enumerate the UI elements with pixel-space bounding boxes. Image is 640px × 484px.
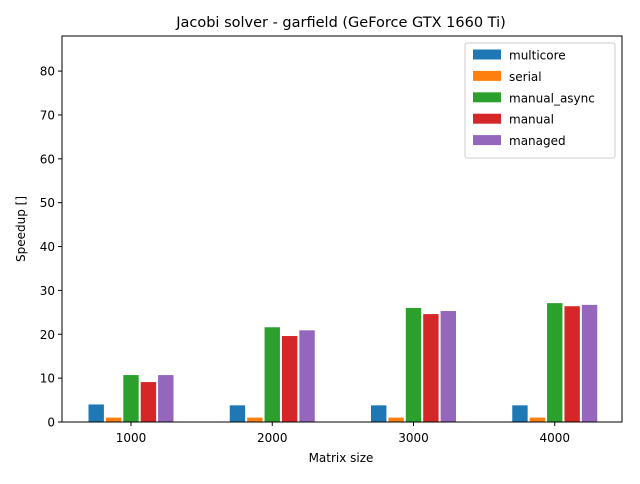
y-tick-label: 10: [40, 372, 55, 386]
x-tick-label: 3000: [398, 431, 429, 445]
bar-managed-4000: [581, 304, 598, 422]
legend-label-managed: managed: [509, 134, 566, 148]
y-axis-label: Speedup []: [14, 196, 28, 262]
legend-swatch-manual: [473, 113, 501, 124]
bar-multicore-3000: [371, 405, 387, 422]
bar-manual_async-3000: [405, 307, 422, 422]
bar-managed-3000: [440, 311, 456, 422]
x-axis: 1000 2000 3000 4000: [116, 422, 570, 445]
legend-swatch-manual_async: [473, 92, 501, 103]
legend-label-manual: manual: [509, 113, 554, 127]
x-tick-label: 2000: [257, 431, 288, 445]
chart-title: Jacobi solver - garfield (GeForce GTX 16…: [175, 15, 506, 31]
bar-multicore-1000: [88, 404, 104, 422]
y-tick-label: 0: [47, 416, 55, 430]
legend-box: [464, 42, 616, 159]
bar-multicore-2000: [229, 405, 246, 422]
legend-label-multicore: multicore: [509, 49, 566, 63]
x-tick-label: 1000: [116, 431, 147, 445]
bar-serial-4000: [529, 417, 546, 422]
y-tick-label: 20: [40, 328, 55, 342]
y-tick-label: 30: [40, 284, 55, 298]
x-tick-label: 4000: [539, 431, 570, 445]
legend-swatch-managed: [473, 135, 501, 146]
bar-manual_async-1000: [123, 375, 139, 422]
bar-managed-2000: [299, 330, 315, 422]
bar-manual-4000: [564, 306, 580, 422]
bar-serial-2000: [247, 417, 263, 422]
y-tick-label: 40: [40, 240, 55, 254]
y-tick-label: 80: [40, 65, 55, 79]
bar-manual-2000: [281, 336, 298, 422]
bar-manual-1000: [140, 382, 157, 422]
bar-managed-1000: [158, 375, 174, 422]
legend-swatch-multicore: [473, 49, 501, 60]
y-tick-label: 70: [40, 108, 55, 122]
plot-area: [61, 35, 623, 423]
bar-manual-3000: [423, 314, 439, 422]
legend-label-manual_async: manual_async: [509, 91, 595, 105]
bar-manual_async-2000: [264, 327, 280, 422]
bar-serial-3000: [388, 417, 404, 422]
legend-swatch-serial: [473, 70, 501, 81]
y-tick-label: 60: [40, 152, 55, 166]
bar-manual_async-4000: [547, 303, 563, 422]
y-axis: 0 10 20 30 40 50 60 70 80: [40, 65, 62, 430]
bar-serial-1000: [105, 417, 122, 422]
y-tick-label: 50: [40, 196, 55, 210]
legend-label-serial: serial: [509, 70, 542, 84]
x-axis-label: Matrix size: [309, 451, 374, 465]
bar-multicore-4000: [512, 405, 528, 422]
plot-frame: [61, 35, 623, 423]
